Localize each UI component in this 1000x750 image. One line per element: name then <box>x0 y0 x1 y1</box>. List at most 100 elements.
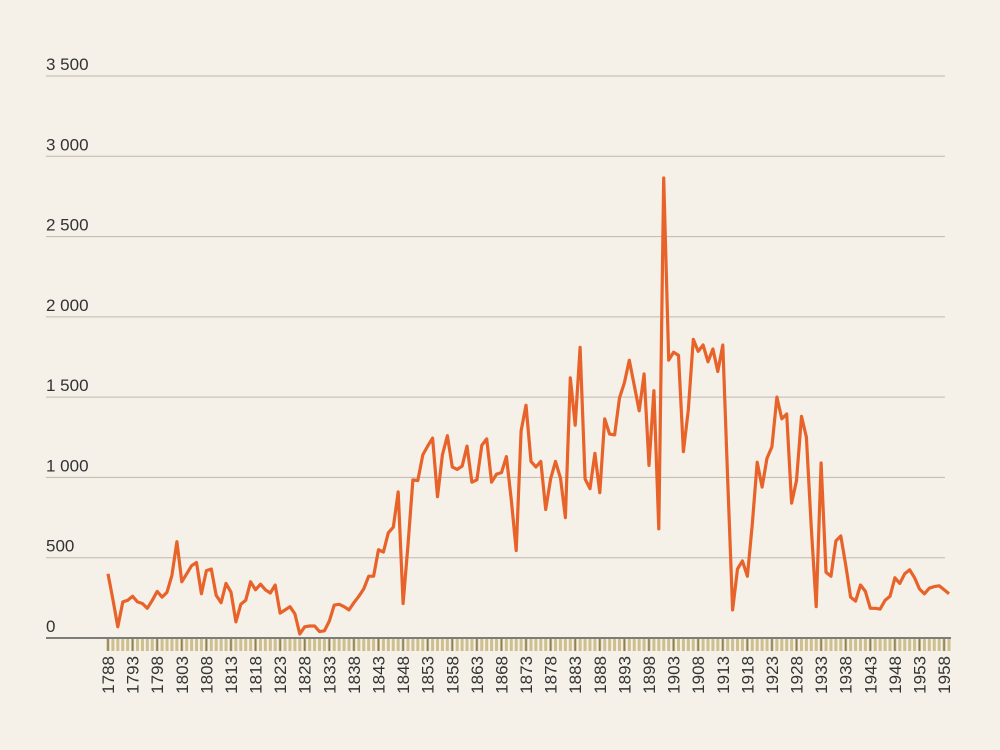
x-minor-tick <box>529 639 533 651</box>
x-tick-label: 1793 <box>124 656 143 694</box>
x-tick-label: 1908 <box>689 656 708 694</box>
x-minor-tick <box>932 639 936 651</box>
x-minor-tick <box>780 639 784 651</box>
x-minor-tick <box>298 639 302 651</box>
x-minor-tick <box>750 639 754 651</box>
x-minor-tick <box>332 639 336 651</box>
x-minor-tick <box>627 639 631 651</box>
x-minor-tick <box>809 639 813 651</box>
x-minor-tick <box>185 639 189 651</box>
x-minor-tick <box>652 639 656 651</box>
x-minor-tick <box>263 639 267 651</box>
x-minor-tick <box>465 639 469 651</box>
x-tick-label: 1913 <box>714 656 733 694</box>
x-minor-tick <box>396 639 400 651</box>
x-tick-label: 1883 <box>566 656 585 694</box>
x-minor-tick <box>416 639 420 651</box>
x-minor-tick <box>126 639 130 651</box>
x-tick-label: 1878 <box>542 656 561 694</box>
x-tick-label: 1843 <box>369 656 388 694</box>
x-minor-tick <box>863 639 867 651</box>
x-minor-tick <box>195 639 199 651</box>
x-minor-tick <box>436 639 440 651</box>
x-tick-label: 1853 <box>419 656 438 694</box>
x-minor-tick <box>367 639 371 651</box>
x-minor-tick <box>381 639 385 651</box>
x-minor-tick <box>760 639 764 651</box>
x-tick-label: 1868 <box>492 656 511 694</box>
x-minor-tick <box>283 639 287 651</box>
x-minor-tick <box>495 639 499 651</box>
x-minor-tick <box>765 639 769 651</box>
y-tick-label: 1 000 <box>46 456 89 475</box>
x-minor-tick <box>431 639 435 651</box>
x-minor-tick <box>342 639 346 651</box>
data-line <box>106 176 951 636</box>
x-minor-tick <box>490 639 494 651</box>
x-minor-tick <box>858 639 862 651</box>
x-minor-tick <box>568 639 572 651</box>
x-tick-label: 1803 <box>173 656 192 694</box>
y-tick-label: 3 000 <box>46 135 89 154</box>
x-tick-label: 1818 <box>247 656 266 694</box>
x-tick-label: 1903 <box>665 656 684 694</box>
x-minor-tick <box>829 639 833 651</box>
x-minor-tick <box>111 639 115 651</box>
x-minor-tick <box>632 639 636 651</box>
x-minor-tick <box>740 639 744 651</box>
x-minor-tick <box>519 639 523 651</box>
x-minor-tick <box>701 639 705 651</box>
x-minor-tick <box>411 639 415 651</box>
x-minor-tick <box>455 639 459 651</box>
x-minor-tick <box>662 639 666 651</box>
x-minor-tick <box>878 639 882 651</box>
x-minor-tick <box>160 639 164 651</box>
y-tick-label: 2 000 <box>46 296 89 315</box>
x-tick-label: 1943 <box>861 656 880 694</box>
x-minor-tick <box>145 639 149 651</box>
x-minor-tick <box>716 639 720 651</box>
x-minor-tick <box>244 639 248 651</box>
x-tick-label: 1873 <box>517 656 536 694</box>
x-minor-tick <box>190 639 194 651</box>
x-tick-label: 1923 <box>763 656 782 694</box>
x-tick-label: 1863 <box>468 656 487 694</box>
x-tick-label: 1798 <box>148 656 167 694</box>
x-minor-tick <box>239 639 243 651</box>
x-minor-tick <box>731 639 735 651</box>
x-minor-tick <box>440 639 444 651</box>
x-tick-label: 1928 <box>788 656 807 694</box>
x-minor-tick <box>613 639 617 651</box>
x-minor-tick <box>199 639 203 651</box>
x-tick-label: 1898 <box>640 656 659 694</box>
x-minor-tick <box>854 639 858 651</box>
x-minor-tick <box>445 639 449 651</box>
x-minor-tick <box>726 639 730 651</box>
x-minor-tick <box>814 639 818 651</box>
x-minor-tick <box>175 639 179 651</box>
x-tick-label: 1933 <box>812 656 831 694</box>
x-minor-tick <box>883 639 887 651</box>
x-minor-tick <box>898 639 902 651</box>
x-tick-label: 1888 <box>591 656 610 694</box>
x-minor-tick <box>558 639 562 651</box>
x-minor-tick <box>873 639 877 651</box>
x-minor-tick <box>775 639 779 651</box>
x-minor-tick <box>116 639 120 651</box>
x-minor-tick <box>790 639 794 651</box>
x-tick-label: 1948 <box>886 656 905 694</box>
x-minor-tick <box>903 639 907 651</box>
x-minor-tick <box>249 639 253 651</box>
x-tick-label: 1833 <box>320 656 339 694</box>
x-minor-tick <box>308 639 312 651</box>
x-minor-tick <box>736 639 740 651</box>
x-minor-tick <box>470 639 474 651</box>
x-tick-label: 1813 <box>222 656 241 694</box>
x-minor-tick <box>322 639 326 651</box>
x-minor-tick <box>681 639 685 651</box>
x-minor-tick <box>362 639 366 651</box>
x-minor-tick <box>313 639 317 651</box>
x-minor-tick <box>234 639 238 651</box>
x-minor-tick <box>947 639 951 651</box>
